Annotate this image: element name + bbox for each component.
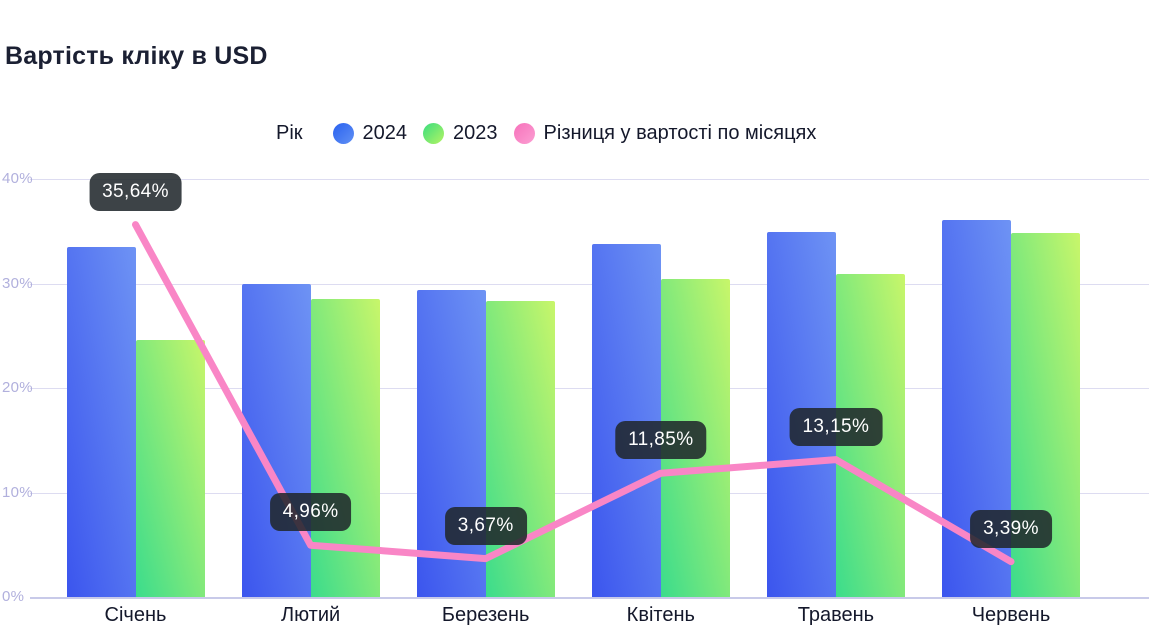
- x-axis-label-Червень: Червень: [971, 604, 1051, 626]
- gridline: [30, 179, 1149, 180]
- data-label-Лютий: 4,96%: [269, 493, 352, 532]
- legend-item-2024[interactable]: 2024: [332, 122, 408, 145]
- x-axis-line: [30, 597, 1149, 599]
- chart-legend: Рік 2024 2023 Різниця у вартості по міся…: [276, 122, 832, 145]
- bar-2024-Січень: [66, 246, 136, 597]
- data-label-Червень: 3,39%: [970, 509, 1052, 548]
- legend-item-label: 2023: [453, 122, 498, 144]
- y-axis-tick-label: 20%: [2, 379, 33, 396]
- data-label-Травень: 13,15%: [789, 407, 883, 446]
- x-axis-label-Січень: Січень: [104, 604, 167, 626]
- legend-item-difference[interactable]: Різниця у вартості по місяцях: [513, 122, 817, 145]
- legend-item-2023[interactable]: 2023: [423, 122, 498, 145]
- data-label-Січень: 35,64%: [89, 172, 182, 211]
- y-axis-tick-label: 0%: [2, 588, 25, 605]
- y-axis-tick-label: 40%: [2, 170, 33, 187]
- legend-dot-2024-icon: [332, 123, 354, 144]
- page-title: Вартість кліку в USD: [5, 42, 268, 70]
- x-axis-label-Лютий: Лютий: [280, 604, 341, 626]
- data-label-Березень: 3,67%: [444, 506, 527, 545]
- bar-2023-Січень: [135, 339, 205, 597]
- legend-title: Рік: [276, 122, 303, 144]
- x-axis-label-Березень: Березень: [441, 604, 530, 626]
- y-axis-tick-label: 30%: [2, 274, 33, 292]
- bar-2023-Лютий: [310, 299, 380, 597]
- legend-dot-2023-icon: [423, 123, 445, 144]
- data-label-Квітень: 11,85%: [615, 421, 707, 460]
- bar-2024-Березень: [416, 289, 486, 597]
- legend-dot-difference-icon: [513, 123, 535, 144]
- legend-item-label: 2024: [362, 122, 408, 144]
- x-axis-label-Травень: Травень: [797, 604, 875, 626]
- bar-2023-Березень: [485, 301, 555, 597]
- y-axis-tick-label: 10%: [2, 483, 33, 501]
- x-axis-label-Квітень: Квітень: [626, 604, 695, 626]
- legend-item-label: Різниця у вартості по місяцях: [543, 122, 817, 144]
- bar-2024-Лютий: [241, 283, 311, 597]
